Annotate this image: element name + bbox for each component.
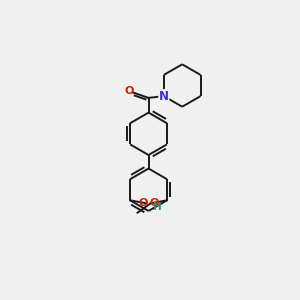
Text: N: N <box>159 90 169 103</box>
Text: O: O <box>138 198 148 208</box>
Text: O: O <box>124 86 134 96</box>
Text: O: O <box>149 198 159 208</box>
Text: H: H <box>153 202 162 212</box>
